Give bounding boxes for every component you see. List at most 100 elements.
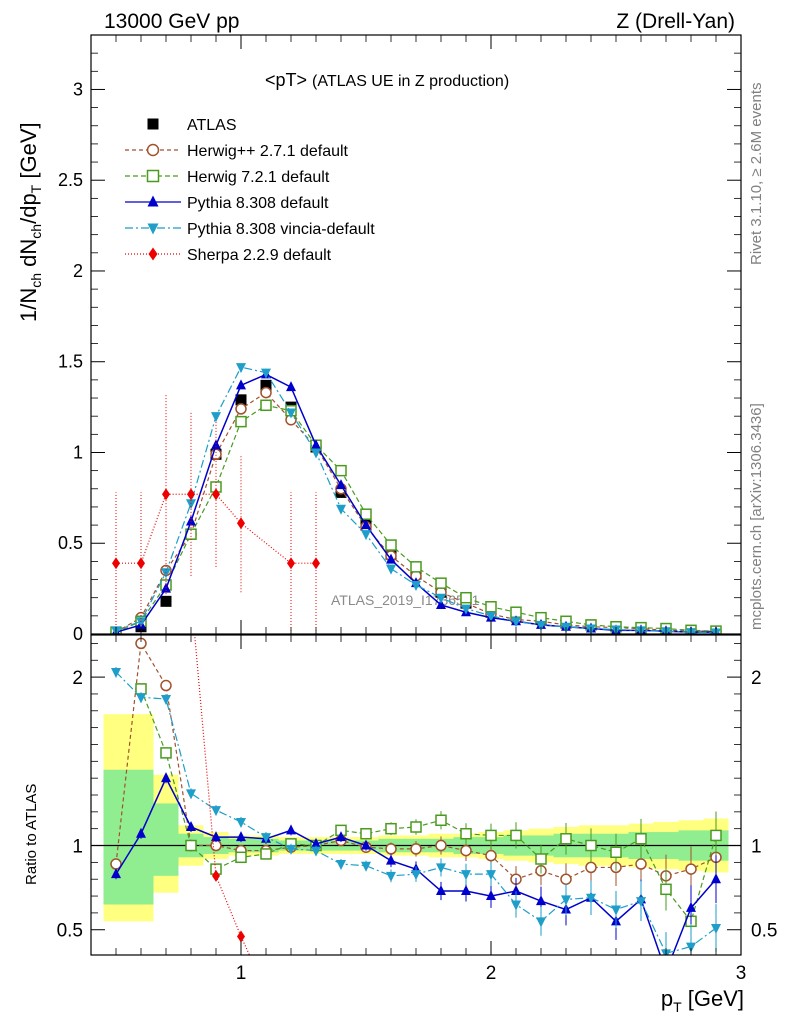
uncertainty-band-inner xyxy=(153,803,179,876)
legend-marker-vincia xyxy=(147,223,159,235)
data-point-herwig7 xyxy=(485,601,497,613)
plot-title-main: <pT> xyxy=(265,70,307,90)
data-point-herwig7 xyxy=(435,577,447,589)
main-ytick-label: 1 xyxy=(73,442,83,462)
data-point-pythia xyxy=(436,598,446,609)
ratio-point-herwig_pp xyxy=(460,844,472,857)
main-ytick-label: 1.5 xyxy=(58,352,83,372)
data-point-vincia xyxy=(211,412,221,423)
data-point-pythia xyxy=(311,439,321,450)
legend-entry-herwig_pp: Herwig++ 2.7.1 default xyxy=(125,143,349,160)
ratio-point-herwig7 xyxy=(260,848,272,860)
ratio-point-vincia xyxy=(111,668,121,679)
main-ytick-label: 0 xyxy=(73,624,83,644)
ratio-point-herwig_pp xyxy=(560,873,572,885)
ratio-point-pythia xyxy=(211,831,221,842)
legend-entry-vincia: Pythia 8.308 vincia-default xyxy=(125,221,375,238)
rivet-label: Rivet 3.1.10, ≥ 2.6M events xyxy=(748,83,765,266)
data-point-pythia xyxy=(386,553,396,564)
ratio-point-herwig_pp xyxy=(585,861,597,874)
data-point-pythia xyxy=(336,479,346,490)
data-point-herwig_pp xyxy=(235,403,247,415)
data-point-pythia xyxy=(286,381,296,392)
ratio-point-herwig7 xyxy=(535,853,547,865)
legend-entry-atlas: ATLAS xyxy=(147,117,237,134)
ratio-ytick-label-right: 2 xyxy=(751,668,762,689)
data-point-vincia xyxy=(136,617,146,628)
data-point-sherpa xyxy=(312,557,320,570)
data-point-sherpa xyxy=(287,557,295,570)
ratio-point-pythia xyxy=(536,895,546,906)
data-point-sherpa xyxy=(137,557,145,570)
ratio-ylabel: Ratio to ATLAS xyxy=(23,784,40,885)
ratio-point-herwig7 xyxy=(610,846,622,859)
legend-marker-herwig_pp xyxy=(146,143,160,157)
data-point-herwig7 xyxy=(260,399,272,412)
ratio-point-herwig7 xyxy=(635,833,647,845)
ratio-point-herwig7 xyxy=(510,829,522,842)
legend-label-vincia: Pythia 8.308 vincia-default xyxy=(187,221,375,238)
legend-label-sherpa: Sherpa 2.2.9 default xyxy=(187,247,332,264)
data-point-sherpa xyxy=(237,517,245,530)
data-point-herwig7 xyxy=(460,591,472,604)
data-point-pythia xyxy=(211,439,221,450)
ratio-point-pythia xyxy=(361,839,371,850)
ratio-plot-area xyxy=(110,635,722,976)
ratio-point-vincia xyxy=(511,900,521,911)
ratio-point-herwig7 xyxy=(585,839,597,852)
data-point-vincia xyxy=(486,611,496,622)
axes: 00.511.522.530.5 0.51 12 21 2 3 xyxy=(57,35,777,984)
ratio-point-herwig_pp xyxy=(410,843,422,855)
legend-marker-atlas xyxy=(147,118,159,130)
main-ytick-label: 3 xyxy=(73,79,83,99)
data-point-vincia xyxy=(536,620,546,631)
ratio-ytick-label-right: 0.5 xyxy=(751,921,777,942)
ratio-point-vincia xyxy=(411,870,421,881)
legend-marker-herwig7 xyxy=(146,169,160,183)
plot-title: <pT> (ATLAS UE in Z production) xyxy=(265,70,509,90)
data-point-vincia xyxy=(361,530,371,541)
mcplots-label: mcplots.cern.ch [arXiv:1306.3436] xyxy=(748,403,765,630)
legend-marker-sherpa xyxy=(148,247,158,261)
ratio-point-herwig7 xyxy=(710,829,722,842)
legend-label-atlas: ATLAS xyxy=(187,117,237,134)
ratio-point-herwig_pp xyxy=(160,679,172,692)
ratio-point-pythia xyxy=(661,966,671,976)
data-point-herwig7 xyxy=(360,508,372,520)
plot-title-sub: (ATLAS UE in Z production) xyxy=(312,73,509,90)
xtick-label: 3 xyxy=(736,963,747,984)
main-ylabel: 1/Nch dNch/dpT [GeV] xyxy=(16,122,44,322)
ratio-point-vincia xyxy=(686,942,696,953)
ratio-ytick-label-right: 1 xyxy=(751,837,762,858)
ratio-point-herwig_pp xyxy=(385,843,397,855)
ratio-point-pythia xyxy=(286,824,296,835)
ratio-point-herwig7 xyxy=(560,833,572,845)
data-point-vincia xyxy=(261,368,271,379)
legend-label-herwig_pp: Herwig++ 2.7.1 default xyxy=(187,143,349,160)
ratio-ytick-label: 0.5 xyxy=(57,921,83,942)
ratio-point-vincia xyxy=(636,897,646,908)
ratio-ytick-label: 2 xyxy=(72,668,83,689)
data-point-vincia xyxy=(236,363,246,374)
ratio-point-herwig7 xyxy=(185,839,197,852)
ratio-point-herwig_pp xyxy=(685,863,697,875)
ratio-point-sherpa xyxy=(237,930,245,943)
legend-entry-herwig7: Herwig 7.2.1 default xyxy=(125,169,330,186)
legend-marker-pythia xyxy=(147,195,159,207)
data-point-pythia xyxy=(361,519,371,530)
ratio-line-vincia xyxy=(115,671,717,955)
ratio-point-vincia xyxy=(286,844,296,855)
process-label: Z (Drell-Yan) xyxy=(616,10,735,33)
data-point-vincia xyxy=(186,499,196,510)
xtick-label: 2 xyxy=(486,963,497,984)
data-point-atlas xyxy=(160,595,172,607)
data-point-vincia xyxy=(161,568,171,579)
data-point-vincia xyxy=(386,564,396,575)
ratio-point-pythia xyxy=(336,831,346,842)
ratio-point-vincia xyxy=(386,871,396,882)
data-point-herwig7 xyxy=(335,464,347,477)
ratio-point-pythia xyxy=(111,868,121,879)
ratio-point-vincia xyxy=(336,860,346,871)
ratio-point-vincia xyxy=(561,895,571,906)
legend: ATLAS Herwig++ 2.7.1 default Herwig 7.2.1 … xyxy=(125,117,375,264)
